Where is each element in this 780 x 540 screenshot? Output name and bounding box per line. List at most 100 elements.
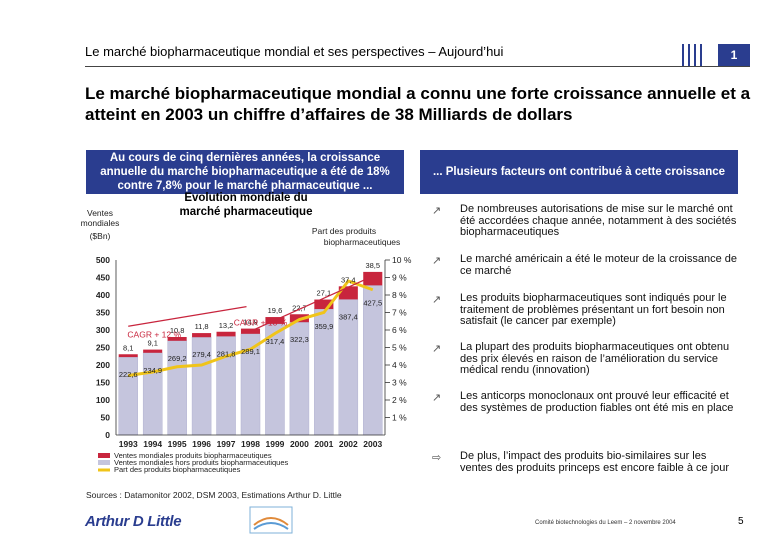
bar-bio [314, 299, 334, 310]
cagr-label: CAGR + 12 % [127, 329, 181, 339]
arrow-up-right-icon: ↗ [432, 255, 442, 267]
nonbio-data-label: 289,1 [241, 347, 260, 356]
factor-text: Le marché américain a été le moteur de l… [460, 253, 737, 277]
y2-tick-label: 4 % [392, 360, 407, 370]
cagr-arrow [128, 306, 247, 327]
header-bar [688, 44, 690, 66]
y2-tick-label: 5 % [392, 343, 407, 353]
sources-note: Sources : Datamonitor 2002, DSM 2003, Es… [86, 490, 342, 500]
bar-bio [216, 331, 236, 337]
partner-logo [249, 506, 293, 534]
y2-tick-label: 1 % [392, 413, 407, 423]
bar-bio [118, 354, 138, 358]
x-tick-label: 1994 [143, 439, 162, 449]
nonbio-data-label: 279,4 [192, 350, 211, 359]
x-tick-label: 1999 [265, 439, 284, 449]
y-axis-label: ($Bn) [90, 231, 111, 241]
x-tick-label: 1993 [119, 439, 138, 449]
y2-tick-label: 3 % [392, 378, 407, 388]
legend-swatch [98, 460, 110, 465]
x-tick-label: 2001 [314, 439, 333, 449]
y2-tick-label: 6 % [392, 325, 407, 335]
arrow-up-right-icon: ↗ [432, 343, 442, 355]
factor-text: De nombreuses autorisations de mise sur … [460, 203, 737, 238]
bar-bio [363, 271, 383, 286]
bio-data-label: 22,7 [292, 303, 307, 312]
page-title: Le marché biopharmaceutique mondial a co… [85, 84, 751, 124]
arrow-right-icon: ⇨ [432, 452, 442, 464]
y-tick-label: 200 [96, 360, 110, 370]
y-axis-label: Ventes [87, 208, 113, 218]
x-tick-label: 2003 [363, 439, 382, 449]
cagr-arrow [250, 277, 370, 332]
bar-nonbio [118, 356, 138, 436]
cagr-label: CAGR + 18 % [234, 317, 288, 327]
y2-tick-label: 9 % [392, 273, 407, 283]
bio-data-label: 13,2 [219, 321, 234, 330]
nonbio-data-label: 234,9 [143, 366, 162, 375]
bio-data-label: 38,5 [365, 261, 380, 270]
bio-data-label: 27,1 [317, 289, 332, 298]
x-tick-label: 1995 [168, 439, 187, 449]
y-tick-label: 300 [96, 325, 110, 335]
x-tick-label: 2000 [290, 439, 309, 449]
header-divider [85, 66, 750, 67]
arrow-up-right-icon: ↗ [432, 205, 442, 217]
right-banner: ... Plusieurs facteurs ont contribué à c… [420, 150, 738, 194]
nonbio-data-label: 427,5 [363, 298, 382, 307]
bio-data-label: 9,1 [147, 339, 157, 348]
nonbio-data-label: 387,4 [339, 312, 358, 321]
page-number: 5 [738, 516, 744, 527]
y2-tick-label: 2 % [392, 395, 407, 405]
y-tick-label: 150 [96, 378, 110, 388]
y-tick-label: 450 [96, 273, 110, 283]
chart-title: Evolution mondiale du [184, 192, 307, 204]
y-tick-label: 50 [101, 413, 111, 423]
cagr-arrowhead [363, 275, 372, 283]
nonbio-data-label: 317,4 [266, 337, 285, 346]
bio-data-label: 10,8 [170, 326, 185, 335]
bio-data-label: 37,4 [341, 275, 356, 284]
header-bar [700, 44, 702, 66]
y2-tick-label: 8 % [392, 290, 407, 300]
x-tick-label: 2002 [339, 439, 358, 449]
header-title: Le marché biopharmaceutique mondial et s… [85, 44, 504, 59]
legend-swatch [98, 453, 110, 458]
arrow-up-right-icon: ↗ [432, 294, 442, 306]
left-banner: Au cours de cinq dernières années, la cr… [86, 150, 404, 194]
left-banner-text: Au cours de cinq dernières années, la cr… [100, 152, 390, 192]
nonbio-data-label: 322,3 [290, 335, 309, 344]
nonbio-data-label: 359,9 [314, 322, 333, 331]
legend-entry: Ventes mondiales hors produits biopharma… [114, 458, 289, 467]
y-tick-label: 250 [96, 343, 110, 353]
arthur-d-little-logo: Arthur D Little [85, 513, 182, 530]
y-tick-label: 100 [96, 395, 110, 405]
y2-axis-label: biopharmaceutiques [324, 237, 401, 247]
header-bar [694, 44, 696, 66]
chart-title: marché pharmaceutique [180, 206, 313, 218]
bar-nonbio [363, 285, 383, 436]
nonbio-data-label: 281,8 [217, 349, 236, 358]
bio-data-label: 11,8 [195, 322, 209, 331]
factor-text: De plus, l’impact des produits bio-simil… [460, 450, 730, 474]
section-number-badge: 1 [718, 44, 750, 66]
arrow-up-right-icon: ↗ [432, 392, 442, 404]
share-line [128, 279, 374, 377]
header-bar [682, 44, 684, 66]
y-tick-label: 0 [105, 430, 110, 440]
y2-axis-label: Part des produits [312, 226, 376, 236]
bar-bio [143, 349, 163, 353]
factor-text: Les produits biopharmaceutiques sont ind… [460, 292, 727, 327]
factor-text: La plupart des produits biopharmaceutiqu… [460, 341, 730, 376]
legend-entry: Ventes mondiales produits biopharmaceuti… [114, 451, 272, 460]
x-tick-label: 1998 [241, 439, 260, 449]
nonbio-data-label: 269,2 [168, 354, 187, 363]
bio-data-label: 19,6 [268, 306, 283, 315]
y2-tick-label: 7 % [392, 308, 407, 318]
y-tick-label: 500 [96, 255, 110, 265]
bio-data-label: 8,1 [123, 343, 133, 352]
bio-data-label: 14,9 [243, 318, 258, 327]
legend-entry: Part des produits biopharmaceutiques [114, 465, 241, 474]
right-banner-text: ... Plusieurs facteurs ont contribué à c… [432, 166, 726, 178]
factor-text: Les anticorps monoclonaux ont prouvé leu… [460, 390, 734, 414]
